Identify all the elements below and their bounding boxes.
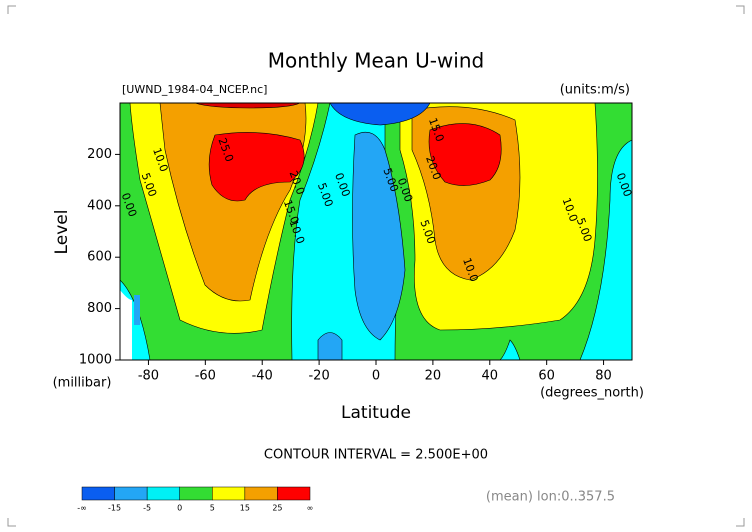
x-tick-label: 80	[595, 369, 612, 384]
colorbar-swatch	[277, 486, 311, 501]
x-tick-label: -40	[252, 369, 273, 384]
units-label: (units:m/s)	[560, 83, 630, 98]
x-tick-label: -60	[195, 369, 216, 384]
y-tick-label: 1000	[79, 353, 112, 368]
subtitle: [UWND_1984-04_NCEP.nc]	[122, 83, 267, 96]
colorbar-swatch	[114, 486, 148, 501]
x-tick-label: 40	[482, 369, 499, 384]
contour-interval: CONTOUR INTERVAL = 2.500E+00	[264, 448, 488, 463]
y-axis-label: Level	[52, 210, 72, 255]
y-units: (millibar)	[53, 376, 112, 391]
corner-marks	[7, 5, 745, 527]
x-tick-label: -20	[308, 369, 329, 384]
y-tick-label: 600	[87, 250, 112, 265]
note: (mean) lon:0..357.5	[486, 490, 615, 505]
x-tick-label: 60	[538, 369, 555, 384]
colorbar-label: ∞	[307, 504, 314, 513]
y-tick-label: 400	[87, 198, 112, 213]
colorbar-swatch	[146, 486, 180, 501]
colorbar-label: 5	[210, 504, 215, 513]
y-tick-label: 200	[87, 147, 112, 162]
colorbar-label: 25	[272, 504, 282, 513]
colorbar-swatch	[212, 486, 246, 501]
colorbar-swatch	[179, 486, 213, 501]
x-tick-label: 0	[372, 369, 380, 384]
contour-field	[120, 103, 632, 360]
colorbar-label: -∞	[77, 504, 87, 513]
chart-title: Monthly Mean U-wind	[268, 49, 484, 73]
x-tick-label: 20	[425, 369, 442, 384]
colorbar-label: -5	[143, 504, 151, 513]
x-axis-label: Latitude	[341, 403, 411, 423]
colorbar-label: 0	[177, 504, 182, 513]
colorbar-swatch	[244, 486, 278, 501]
x-units: (degrees_north)	[540, 386, 644, 401]
y-tick-label: 800	[87, 301, 112, 316]
colorbar-swatch	[81, 486, 115, 501]
colorbar-label: 15	[240, 504, 250, 513]
colorbar-label: -15	[108, 504, 121, 513]
x-tick-label: -80	[138, 369, 159, 384]
